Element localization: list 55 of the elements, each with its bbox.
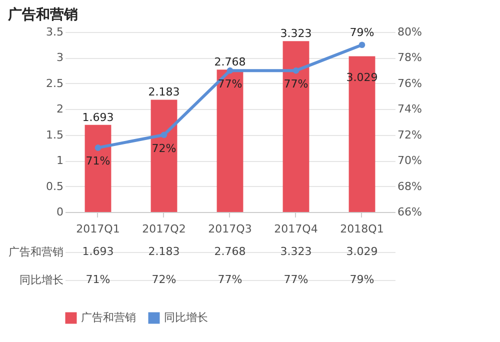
data-label: 2.768	[214, 245, 246, 258]
bar	[282, 41, 310, 212]
y-tick-label: 3.5	[46, 26, 64, 38]
x-tick-label: 2017Q2	[142, 222, 186, 236]
y2-tick-label: 70%	[398, 154, 422, 168]
y-tick-label: 0.5	[46, 180, 64, 193]
text: 1.693	[82, 110, 114, 124]
y2-tick-label: 80%	[398, 26, 422, 38]
x-tick-label: 2017Q4	[274, 222, 318, 236]
bar	[216, 70, 244, 212]
text: 广告和营销	[8, 246, 64, 258]
bar	[150, 100, 178, 212]
point	[94, 144, 102, 151]
text: 2.183	[148, 86, 180, 99]
text: 79%	[350, 26, 374, 39]
data-label: 72%	[152, 273, 176, 286]
y-tick-label: 2.5	[46, 76, 64, 90]
y-tick-label: 1	[56, 154, 64, 168]
data-label: 71%	[86, 273, 110, 286]
y2-tick-label: 78%	[398, 51, 422, 64]
text: 77%	[218, 78, 242, 91]
y-tick-label: 0	[56, 206, 64, 218]
y2-tick-label: 72%	[398, 128, 422, 142]
data-label: 1.693	[82, 245, 114, 258]
x-tick-label: 2018Q1	[340, 222, 384, 236]
point	[358, 42, 366, 48]
y2-tick-label: 74%	[398, 102, 422, 116]
data-label: 3.323	[280, 245, 312, 258]
y-tick-label: 1.5	[46, 128, 64, 142]
text: 3.323	[280, 27, 312, 40]
point	[226, 67, 234, 74]
data-label: 77%	[218, 273, 242, 286]
x-tick-label: 2017Q1	[76, 222, 120, 236]
chart-title: 广告和营销	[7, 6, 78, 23]
data-label: 3.029	[346, 245, 378, 258]
y2-tick-label: 66%	[398, 206, 422, 218]
text: 72%	[152, 142, 176, 155]
text: 同比增长	[20, 274, 64, 286]
x-tick-label: 2017Q3	[208, 222, 252, 236]
bar	[84, 124, 112, 212]
y-tick-label: 2	[56, 102, 64, 116]
data-label: 77%	[284, 273, 308, 286]
legend-label: 同比增长	[164, 311, 208, 324]
point	[292, 67, 300, 74]
bar	[348, 56, 376, 212]
text: 77%	[284, 78, 308, 91]
y2-tick-label: 68%	[398, 180, 422, 193]
data-label: 2.183	[148, 245, 180, 258]
data-label: 79%	[350, 273, 374, 286]
text: 2.768	[214, 56, 246, 69]
text: 71%	[86, 154, 110, 168]
point	[160, 132, 168, 138]
y2-tick-label: 76%	[398, 76, 422, 90]
legend-label: 广告和营销	[81, 311, 136, 324]
y-tick-label: 3	[56, 51, 64, 64]
